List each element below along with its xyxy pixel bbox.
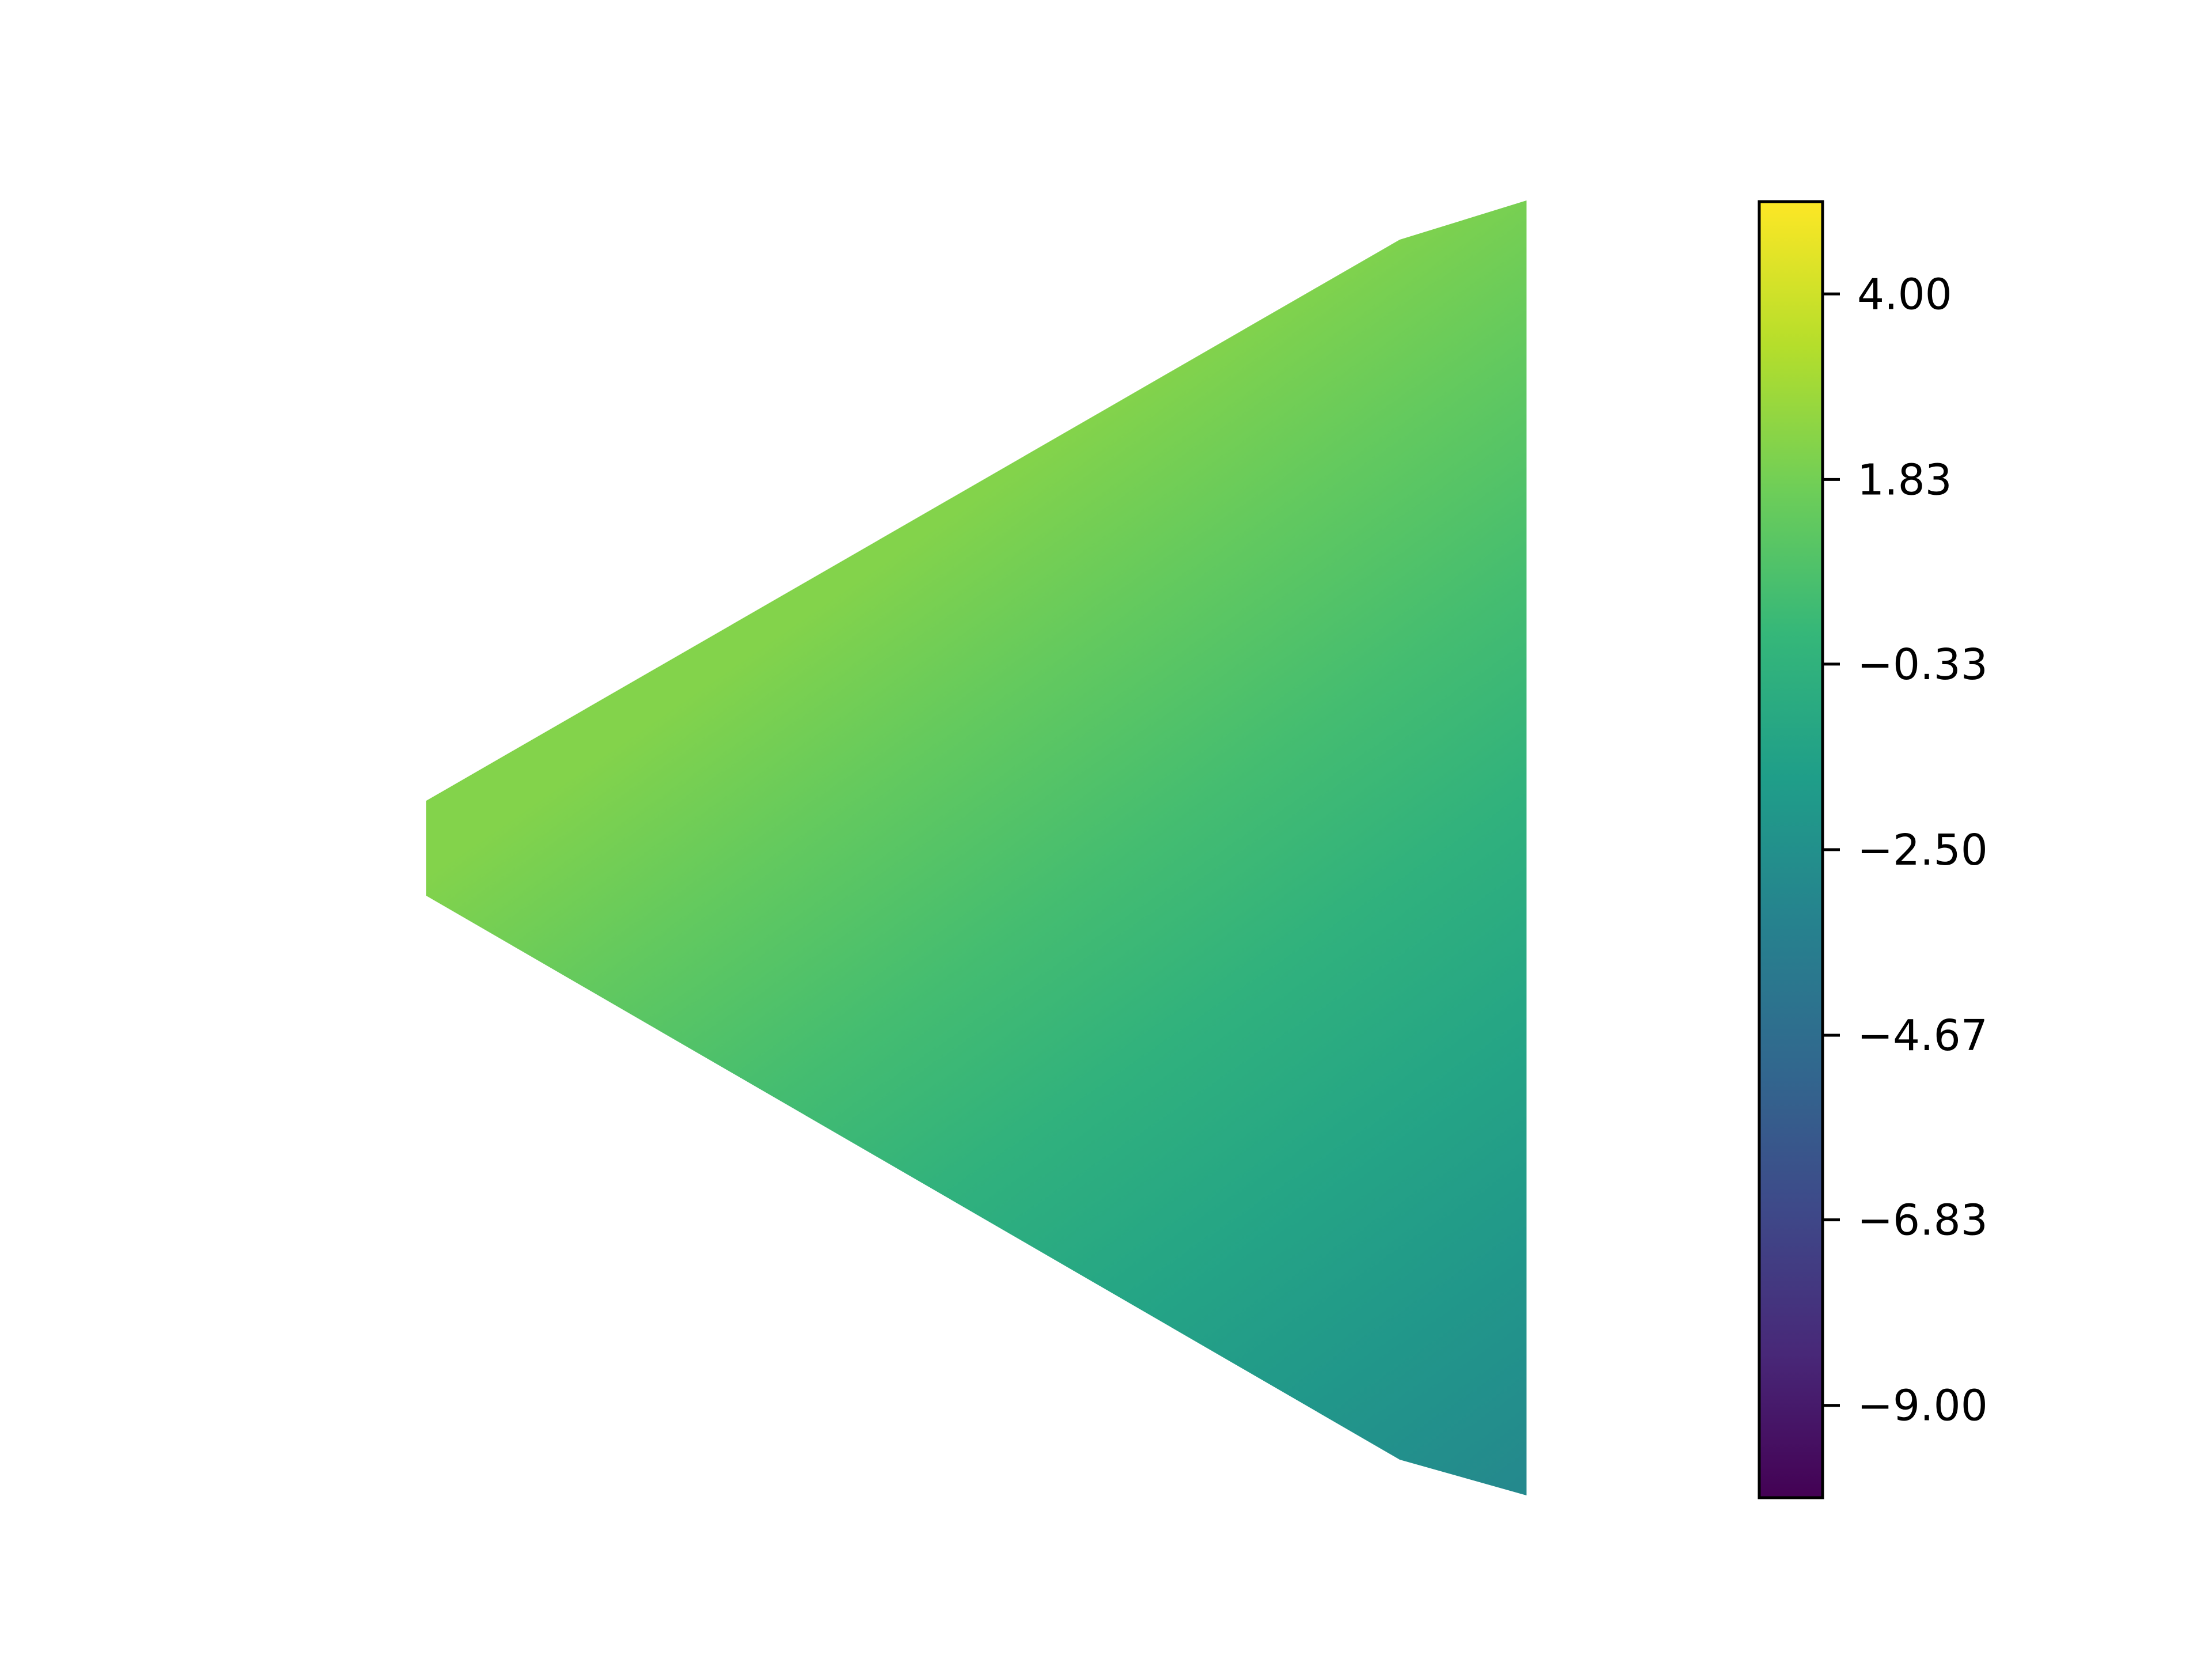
colorbar-tick-label: 1.83 xyxy=(1857,455,1952,505)
plot-area xyxy=(426,200,1527,1495)
colorbar: 4.00 1.83 −0.33 −2.50 −4.67 −6.83 −9.00 xyxy=(1758,200,1988,1499)
colorbar-body xyxy=(1759,202,1823,1498)
colorbar-tick-label: −0.33 xyxy=(1857,640,1988,690)
colorbar-ticks: 4.00 1.83 −0.33 −2.50 −4.67 −6.83 −9.00 xyxy=(1823,270,1988,1431)
colorbar-tick-label: −4.67 xyxy=(1857,1011,1988,1060)
colorbar-tick-label: 4.00 xyxy=(1857,270,1952,319)
colorbar-tick-label: −9.00 xyxy=(1857,1381,1988,1431)
colorbar-tick-label: −6.83 xyxy=(1857,1196,1988,1245)
colorbar-tick-label: −2.50 xyxy=(1857,825,1988,875)
filled-contour-shape xyxy=(426,200,1527,1495)
